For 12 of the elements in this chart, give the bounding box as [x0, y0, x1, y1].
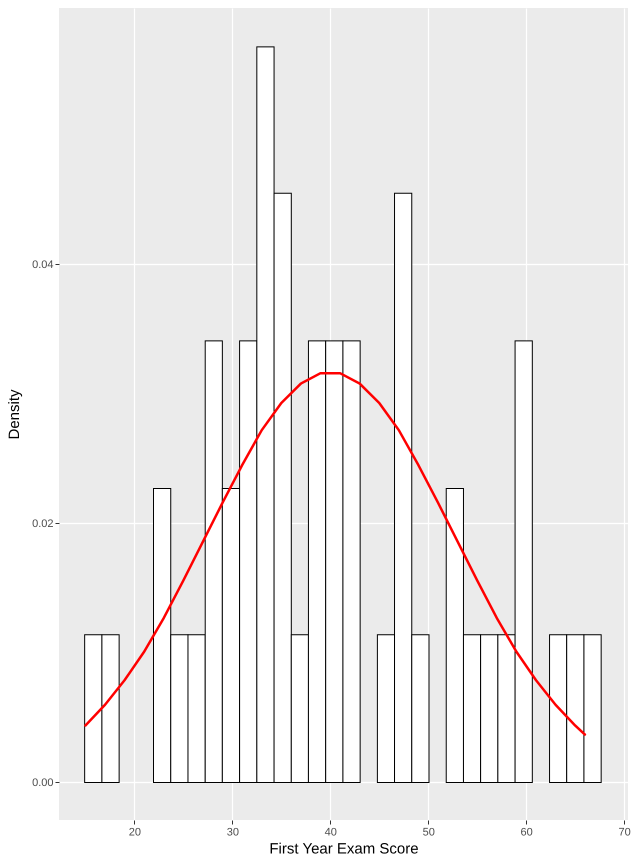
x-tick-label: 50	[422, 826, 435, 838]
x-tick-label: 30	[226, 826, 239, 838]
x-axis-title: First Year Exam Score	[269, 840, 419, 858]
line-series	[84, 372, 586, 736]
y-tick-label: 0.04	[32, 258, 54, 271]
x-tick-label: 60	[520, 826, 533, 838]
y-tick-label: 0.00	[32, 776, 54, 789]
x-tick-label: 40	[324, 826, 337, 838]
y-axis-title: Density	[6, 389, 24, 440]
y-tick-label: 0.02	[32, 518, 54, 530]
x-tick-label: 20	[128, 826, 142, 838]
x-tick-label: 70	[618, 826, 631, 838]
